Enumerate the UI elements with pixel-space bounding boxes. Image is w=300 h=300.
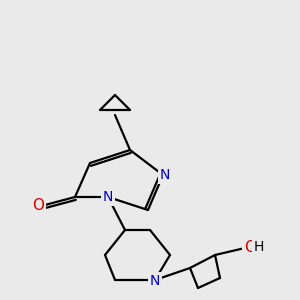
Text: O: O [244,239,256,254]
Text: N: N [150,274,160,288]
Text: H: H [254,240,264,254]
Text: O: O [32,197,44,212]
Text: N: N [103,190,113,204]
Text: N: N [160,168,170,182]
